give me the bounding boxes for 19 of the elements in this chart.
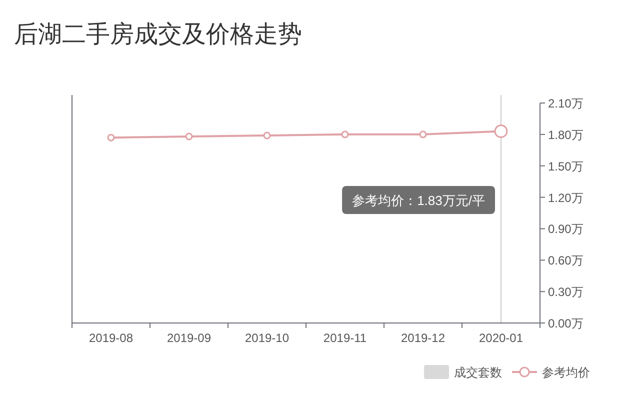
y-tick-label: 0.60万 [548,254,584,268]
y-tick-label: 1.20万 [548,190,584,205]
title: 后湖二手房成交及价格走势 [14,21,302,48]
x-tick-label: 2020-01 [478,331,524,345]
annotation: 参考均价：1.83万元/平 [342,186,495,214]
x-tick-label: 2019-08 [88,331,134,345]
legend-label: 参考均价 [542,366,590,380]
y-tick-label: 0.00万 [548,316,584,330]
y-tick-label: 0.90万 [548,222,584,236]
y-tick-label: 1.50万 [548,159,584,174]
x-tick-label: 2019-12 [400,331,446,345]
x-tick-label: 2019-10 [244,331,290,345]
x-tick-label: 2019-09 [166,331,212,345]
y-tick-label: 0.30万 [548,285,584,300]
annotation: 参考均价：1.83万元/平 [352,193,485,208]
y-tick-label: 1.80万 [548,128,584,142]
legend-label: 成交套数 [454,366,502,380]
y-tick-label: 2.10万 [548,96,584,110]
x-tick-label: 2019-11 [323,331,367,345]
